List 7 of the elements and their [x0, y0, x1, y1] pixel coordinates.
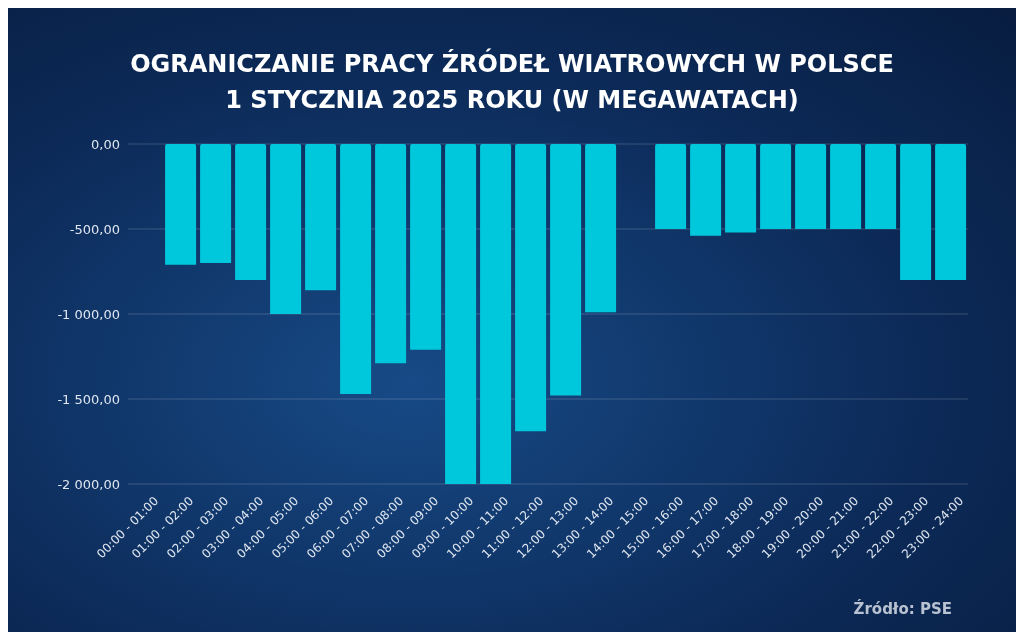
chart-title: OGRANICZANIE PRACY ŹRÓDEŁ WIATROWYCH W POLSCE 1 STYCZNIA 2025 ROKU (W MEGAWATACH) — [129, 47, 895, 116]
y-tick-label: -1 500,00 — [57, 391, 120, 407]
y-tick-label: -2 000,00 — [57, 476, 120, 492]
y-tick-label: 0,00 — [91, 136, 120, 152]
y-tick-label: -1 000,00 — [57, 306, 120, 322]
y-tick-label: -500,00 — [69, 221, 120, 237]
text: Źródło: PSE — [853, 600, 952, 618]
